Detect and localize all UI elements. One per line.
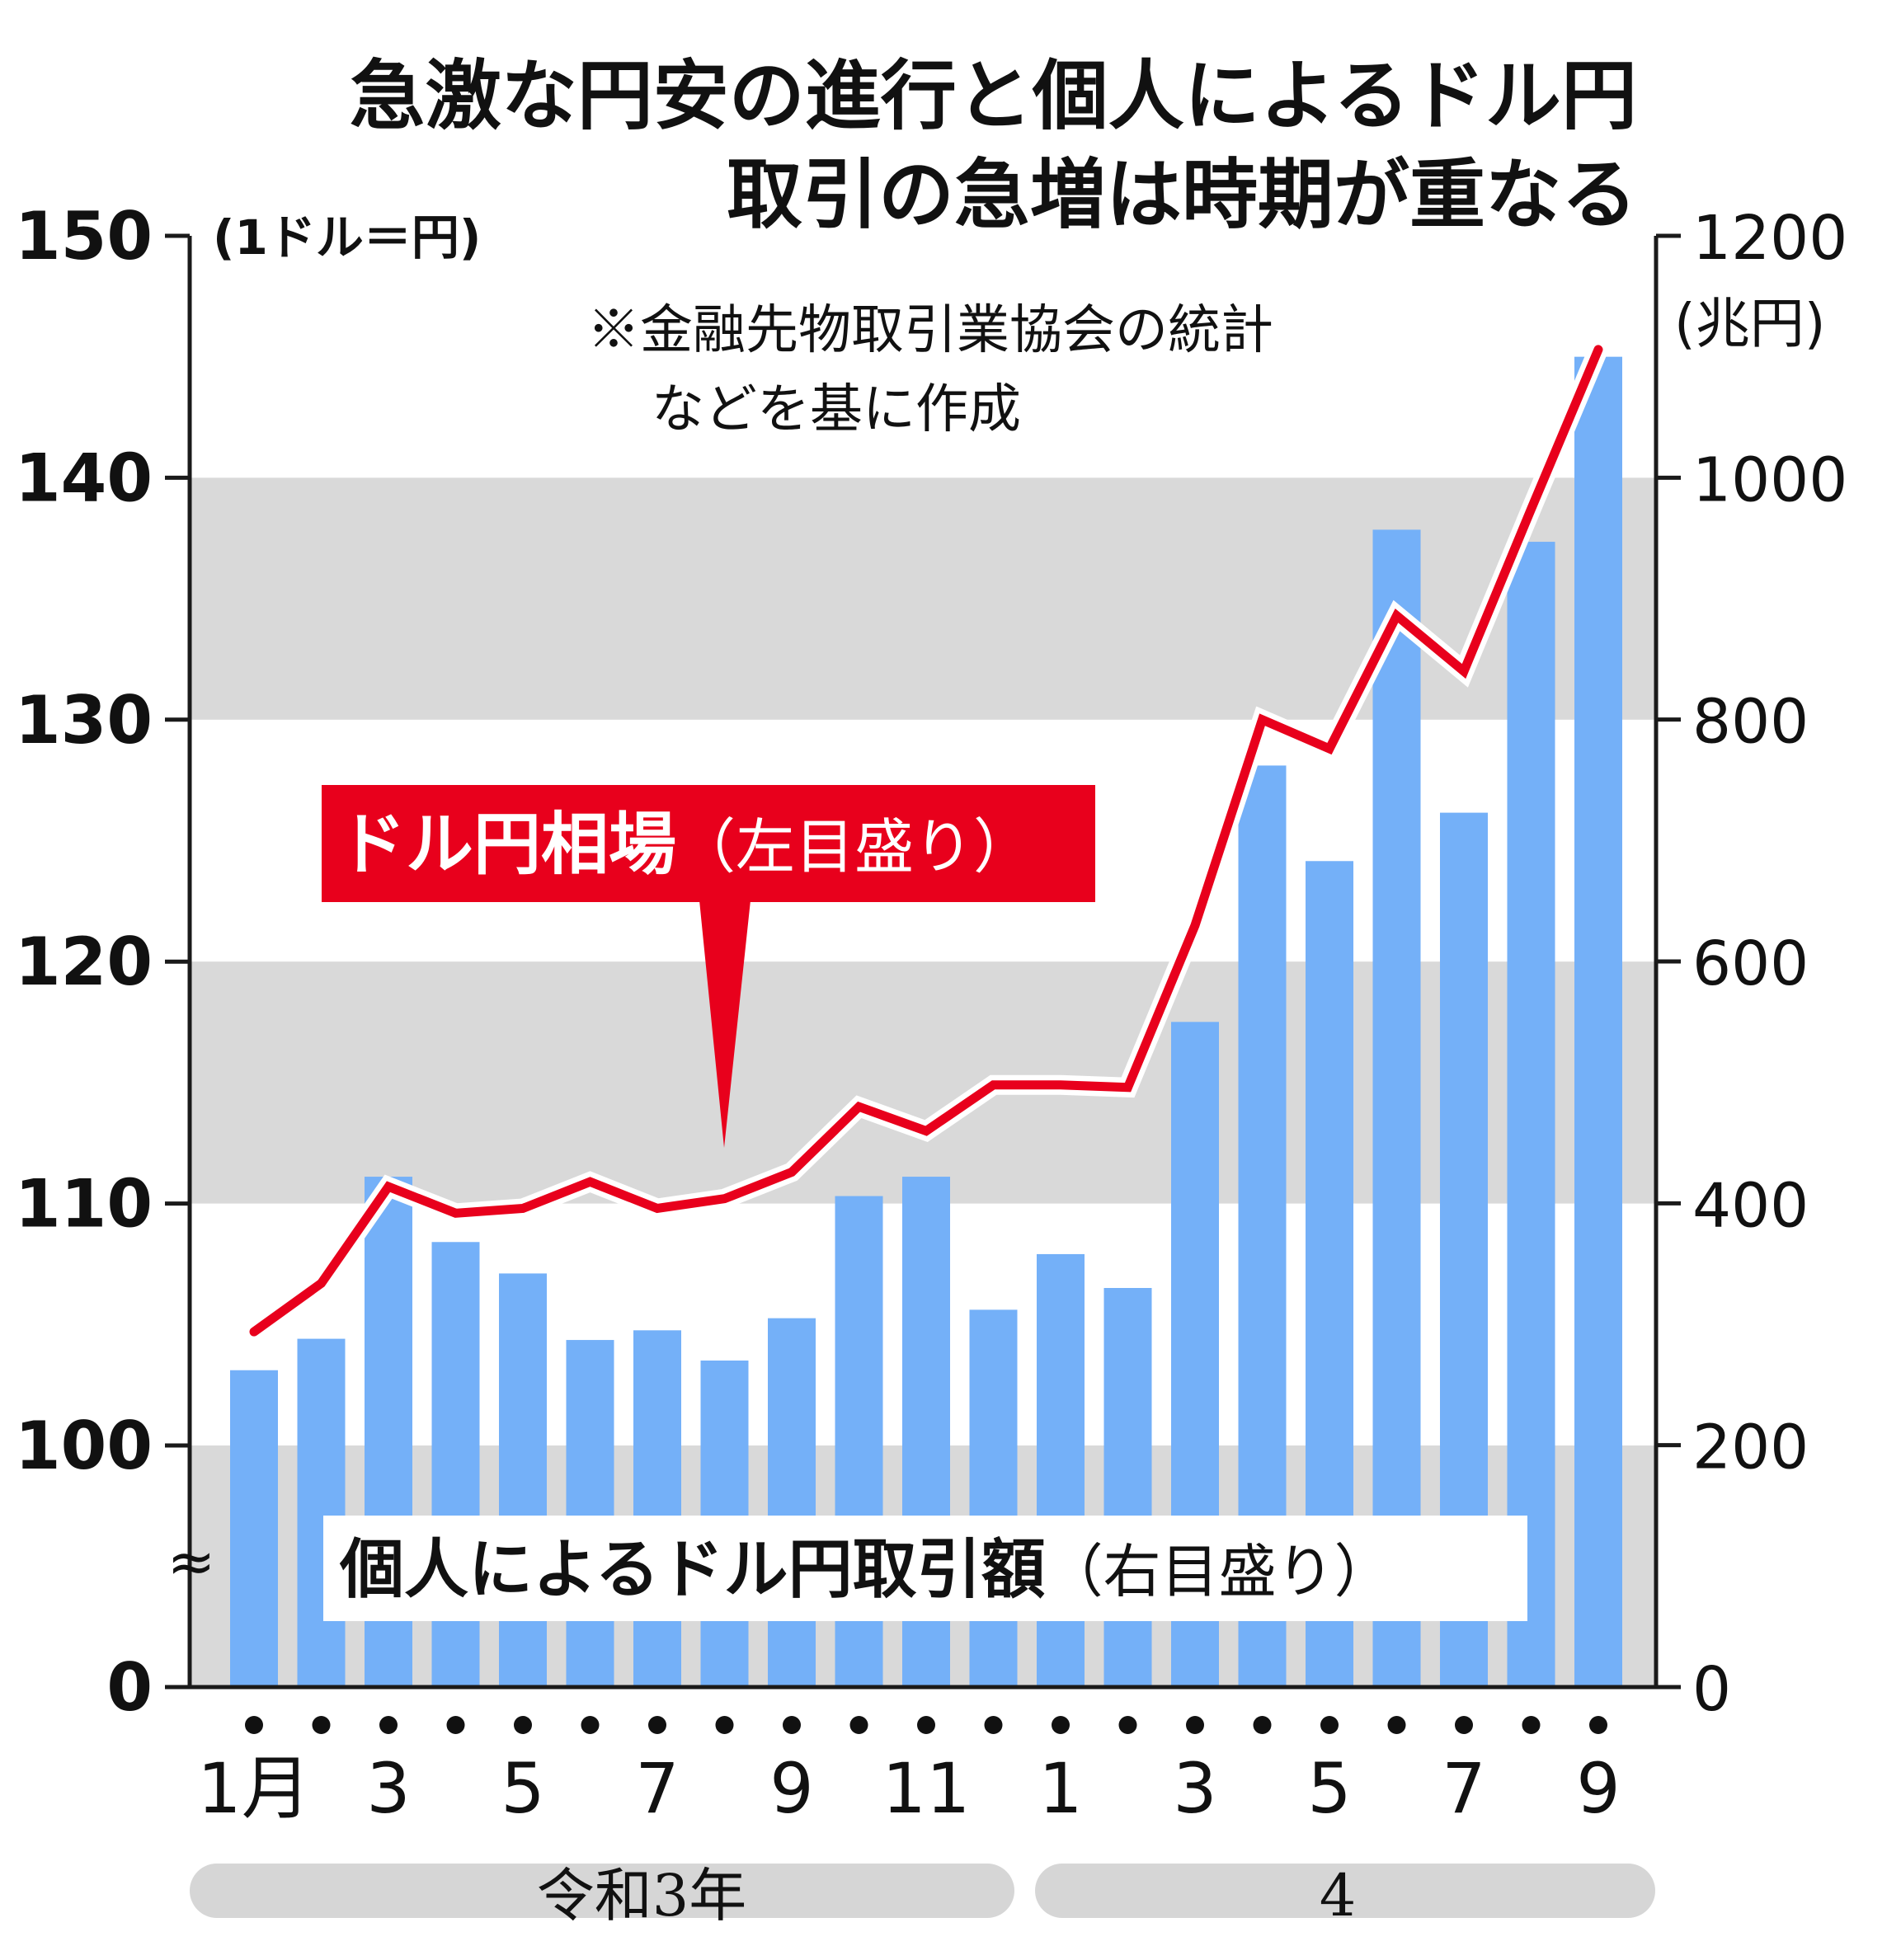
right-ticks: 1200 1000 800 600 400 200 0 (1656, 203, 1847, 1725)
x-tick-label: 7 (635, 1748, 679, 1829)
source-note-line2: などを基に作成 (652, 379, 1021, 440)
x-tick-label: 9 (769, 1748, 813, 1829)
bar-label-name: 個人によるドル円取引額 (339, 1533, 1046, 1607)
grid-band (190, 477, 1656, 720)
bar-label-suffix: （右目盛り） (1046, 1538, 1392, 1605)
month-dot (648, 1716, 666, 1734)
bar (768, 1318, 816, 1687)
month-dot (312, 1716, 331, 1734)
month-dot (984, 1716, 1003, 1734)
right-tick-label: 200 (1692, 1412, 1809, 1483)
line-label-suffix: （左目盛り） (676, 812, 1033, 881)
x-tick-label: 7 (1442, 1748, 1485, 1829)
x-tick-label: 3 (366, 1748, 410, 1829)
line-series (244, 339, 1608, 1342)
right-axis-unit: (兆円) (1674, 292, 1826, 355)
bar (566, 1340, 614, 1687)
line-label-box (322, 785, 1095, 902)
bar (1103, 1288, 1152, 1687)
month-dot (849, 1716, 868, 1734)
month-dot (1589, 1716, 1607, 1734)
bar (1507, 542, 1555, 1687)
left-tick-label: 150 (15, 198, 153, 275)
month-dot (1387, 1716, 1406, 1734)
x-tick-label: 5 (1307, 1748, 1351, 1829)
x-tick-labels: 1月 3 5 7 9 11 1 3 5 7 9 (197, 1748, 1620, 1829)
year-label-r3: 令和3年 (537, 1862, 747, 1929)
right-tick-label: 0 (1692, 1654, 1731, 1725)
x-tick-label: 5 (501, 1748, 544, 1829)
bar (969, 1309, 1018, 1687)
left-tick-label: 110 (15, 1166, 153, 1243)
bar (1574, 356, 1622, 1688)
month-dot (1052, 1716, 1070, 1734)
month-dot (1522, 1716, 1541, 1734)
right-tick-label: 600 (1692, 928, 1809, 999)
left-tick-label: 120 (15, 924, 153, 1000)
month-dot (1253, 1716, 1272, 1734)
grid-band (190, 961, 1656, 1204)
bar (230, 1370, 278, 1687)
line-path (249, 345, 1603, 1337)
right-tick-label: 1200 (1692, 203, 1847, 274)
bar-label: 個人によるドル円取引額（右目盛り） (339, 1533, 1392, 1607)
x-tick-label: 9 (1576, 1748, 1620, 1829)
line-label-name: ドル円相場 (338, 806, 676, 884)
month-dot (1455, 1716, 1473, 1734)
bar (1037, 1253, 1085, 1687)
line-label-callout: ドル円相場（左目盛り） (322, 785, 1095, 1148)
month-dot (1118, 1716, 1137, 1734)
x-tick-label: 11 (882, 1748, 971, 1829)
month-dot (1186, 1716, 1204, 1734)
bar (297, 1338, 346, 1687)
bar-label-box: 個人によるドル円取引額（右目盛り） (323, 1516, 1527, 1621)
x-tick-label: 1 (1038, 1748, 1082, 1829)
month-dot (715, 1716, 734, 1734)
axis-break-mark: ≈ (167, 1528, 216, 1596)
month-dot (514, 1716, 532, 1734)
left-tick-label: 0 (106, 1649, 153, 1726)
month-dots (245, 1716, 1607, 1734)
line-label: ドル円相場（左目盛り） (338, 806, 1033, 884)
left-axis-unit: (1ドル＝円) (213, 209, 481, 266)
bar (633, 1330, 681, 1687)
month-dot (917, 1716, 935, 1734)
month-dot (379, 1716, 398, 1734)
left-ticks: 150 140 130 120 110 100 0 (15, 198, 190, 1726)
right-tick-label: 400 (1692, 1170, 1809, 1241)
line-label-pointer (699, 900, 751, 1148)
left-tick-label: 100 (15, 1408, 153, 1484)
right-tick-label: 1000 (1692, 444, 1847, 515)
left-tick-label: 130 (15, 682, 153, 759)
month-dot (446, 1716, 465, 1734)
chart-title-line1: 急激な円安の進行と個人によるドル円 (350, 52, 1637, 140)
year-band-r3 (190, 1864, 1014, 1918)
bar (1372, 529, 1421, 1687)
source-note-line1: ※金融先物取引業協会の統計 (587, 300, 1273, 361)
x-tick-label: 1月 (197, 1748, 310, 1829)
month-dot (581, 1716, 600, 1734)
bar (499, 1273, 547, 1687)
right-tick-label: 800 (1692, 687, 1809, 758)
month-dot (245, 1716, 263, 1734)
year-label-r4: 4 (1320, 1862, 1357, 1929)
left-tick-label: 140 (15, 439, 153, 516)
year-band-r4 (1035, 1864, 1655, 1918)
month-dot (1320, 1716, 1339, 1734)
chart-title-line2: 取引の急増は時期が重なる (727, 151, 1637, 239)
x-tick-label: 3 (1173, 1748, 1216, 1829)
month-dot (783, 1716, 801, 1734)
